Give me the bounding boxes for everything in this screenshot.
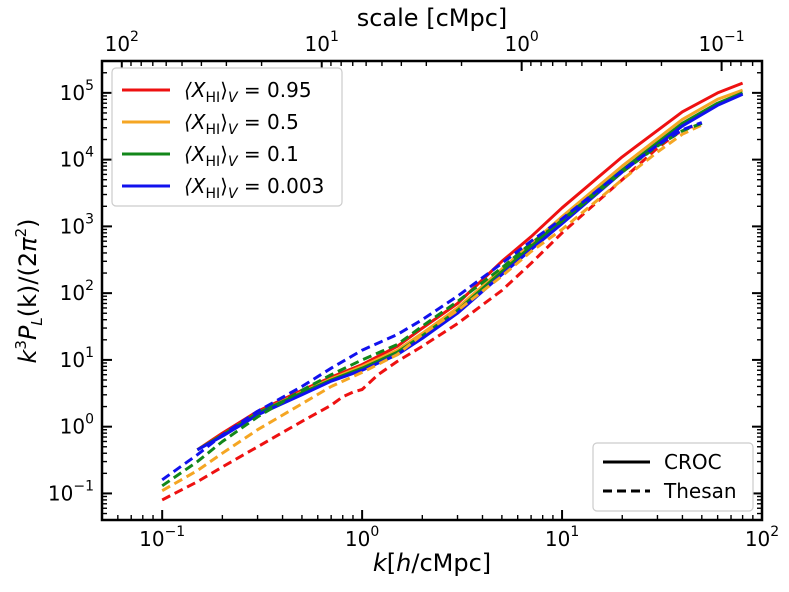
series-line (196, 81, 744, 452)
legend-simulation-box (592, 442, 754, 512)
legend-simulation: CROC Thesan (592, 442, 754, 512)
series-line (161, 121, 703, 488)
x-tick-label: 100 (345, 524, 379, 551)
top-axis-title: scale [cMpc] (357, 4, 508, 32)
x-tick-label: 10−1 (139, 524, 185, 551)
tick-labels: 10−1 100 101 102 10−1 100 101 102 103 104 105 102 10… (48, 29, 779, 551)
y-tick-label: 104 (60, 145, 94, 172)
y-tick-label: 100 (60, 412, 94, 439)
legend-xhi-label: ⟨XHI⟩V = 0.1 (184, 142, 299, 170)
series-line (161, 121, 703, 482)
top-tick-label: 10−1 (699, 29, 745, 56)
legend-simulation-label: CROC (664, 450, 722, 474)
top-tick-label: 100 (504, 29, 538, 56)
series-line (161, 123, 703, 493)
legend-xhi-label: ⟨XHI⟩V = 0.95 (184, 78, 312, 106)
plot-frame (100, 59, 764, 522)
legend-xhi: ⟨XHI⟩V = 0.95 ⟨XHI⟩V = 0.5 ⟨XHI⟩V = 0.1 ⟨XH… (111, 67, 343, 207)
legend-simulation-label: Thesan (663, 479, 737, 503)
x-tick-label: 101 (545, 524, 579, 551)
series-line (161, 121, 703, 502)
legend-xhi-box (111, 67, 343, 207)
legend-xhi-label: ⟨XHI⟩V = 0.5 (184, 110, 299, 138)
major-ticks (102, 61, 763, 520)
x-tick-label: 102 (745, 524, 779, 551)
top-tick-label: 102 (105, 29, 139, 56)
y-axis-title: k3PL(k)/(2π2) (12, 218, 46, 363)
top-tick-label: 101 (305, 29, 339, 56)
y-tick-label: 101 (60, 345, 94, 372)
series-lines (161, 81, 744, 502)
y-tick-label: 103 (60, 211, 94, 238)
y-tick-label: 10−1 (48, 478, 94, 505)
legend-xhi-label: ⟨XHI⟩V = 0.003 (184, 174, 324, 202)
y-tick-label: 102 (60, 278, 94, 305)
x-axis-title: k[h/cMpc] (373, 549, 491, 577)
y-tick-label: 105 (60, 78, 94, 105)
